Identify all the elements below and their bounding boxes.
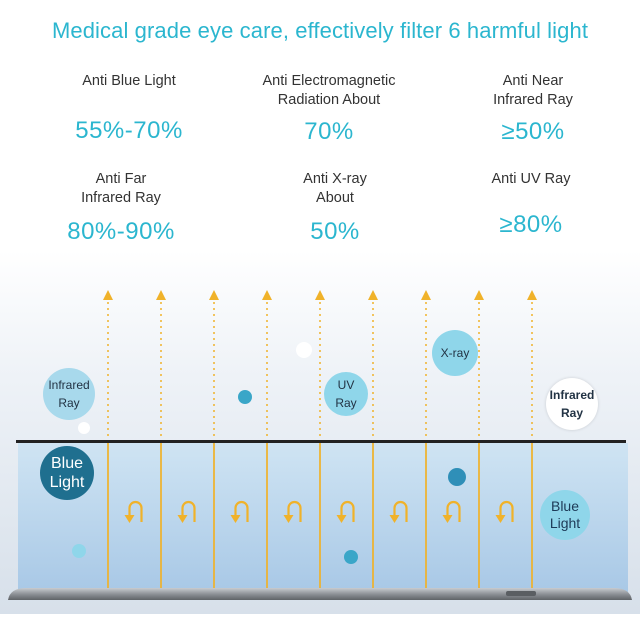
reflect-arrow-icon [499,500,514,522]
reflect-arrow-head-icon [124,515,135,523]
up-arrow-icon [421,290,431,300]
stat-value: ≥50% [501,118,565,145]
light-particle [238,390,252,404]
light-particle [448,468,466,486]
stat-anti-near-infrared: Anti Near Infrared Ray ≥50% [428,72,638,146]
stat-value: 55%-70% [75,117,183,144]
stat-anti-far-infrared: Anti Far Infrared Ray 80%-90% [16,170,226,246]
stat-value: ≥80% [499,211,563,238]
reflect-arrow-head-icon [177,515,188,523]
up-arrow-icon [527,290,537,300]
reflect-arrow-head-icon [495,515,506,523]
stat-anti-uv-ray: Anti UV Ray ≥80% [426,170,636,239]
reflect-arrow-head-icon [336,515,347,523]
filter-layer-line [16,440,626,443]
bubble-infrared-right: Infrared Ray [546,378,598,430]
up-arrow-icon [474,290,484,300]
stat-anti-electromagnetic: Anti Electromagnetic Radiation About 70% [224,72,434,146]
reflect-arrow-icon [340,500,355,522]
stat-value: 70% [304,118,354,145]
device-bezel [8,588,632,600]
stat-label: Anti UV Ray [491,171,571,187]
reflect-arrow-icon [181,500,196,522]
reflect-arrow-icon [128,500,143,522]
up-arrow-icon [262,290,272,300]
stat-anti-x-ray: Anti X-ray About 50% [230,170,440,246]
device-port [506,591,536,596]
screen-protector-glass [18,443,628,593]
stat-label: Anti Blue Light [82,73,176,89]
reflect-arrow-head-icon [230,515,241,523]
up-arrow-icon [103,290,113,300]
stat-label: Anti Electromagnetic Radiation About [262,73,396,108]
light-particle [344,550,358,564]
headline: Medical grade eye care, effectively filt… [51,18,589,43]
up-arrow-icon [156,290,166,300]
stat-label: Anti Near Infrared Ray [493,73,573,108]
stat-label: Anti X-ray About [303,171,367,206]
up-arrow-icon [315,290,325,300]
reflect-arrow-head-icon [389,515,400,523]
bubble-blue-light-right: Blue Light [540,490,590,540]
stat-value: 50% [310,218,360,245]
bubble-uv: UV Ray [324,372,368,416]
light-particle [78,422,90,434]
light-particle [296,342,312,358]
stat-value: 80%-90% [67,218,175,245]
bubble-blue-light-left: Blue Light [40,446,94,500]
up-arrow-icon [368,290,378,300]
filter-illustration: Infrared Ray UV Ray X-ray Infrared Ray B… [0,250,640,614]
stat-anti-blue-light: Anti Blue Light 55%-70% [24,72,234,145]
reflect-arrow-icon [287,500,302,522]
stat-label: Anti Far Infrared Ray [81,171,161,206]
reflect-arrow-icon [234,500,249,522]
reflect-arrow-icon [446,500,461,522]
up-arrow-icon [209,290,219,300]
filter-diagram [0,250,640,614]
reflect-arrow-head-icon [283,515,294,523]
bubble-x-ray: X-ray [432,330,478,376]
light-particle [72,544,86,558]
bubble-infrared-left: Infrared Ray [43,368,95,420]
reflect-arrow-icon [393,500,408,522]
reflect-arrow-head-icon [442,515,453,523]
